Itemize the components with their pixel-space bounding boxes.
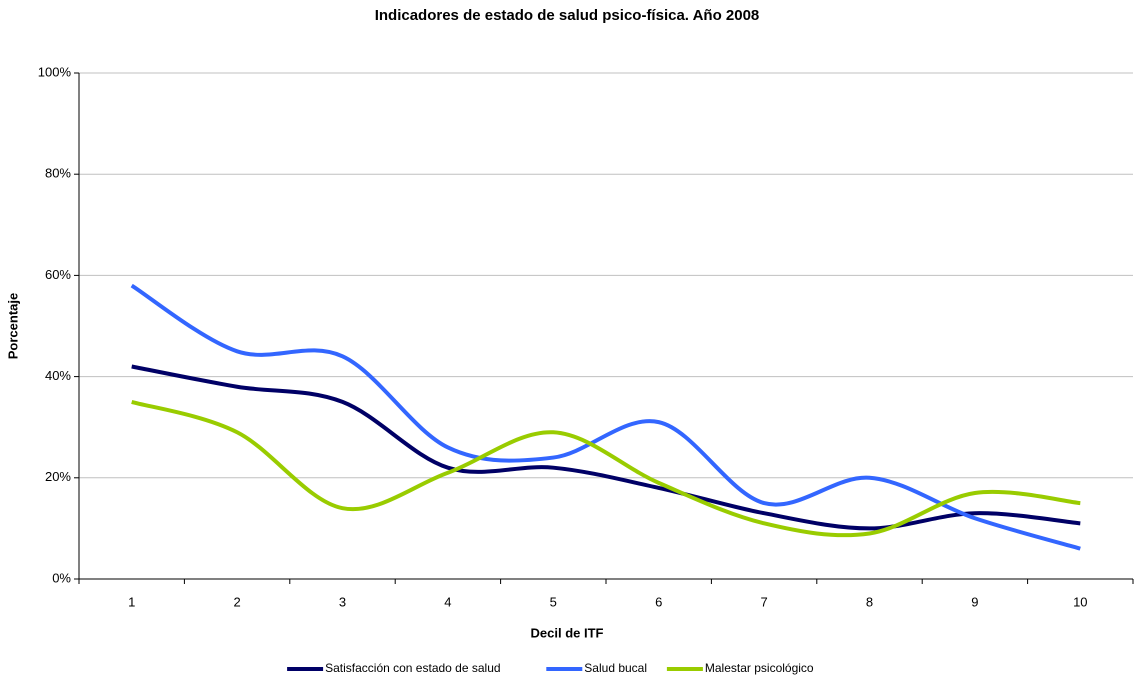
x-axis-title: Decil de ITF: [531, 625, 604, 640]
series-line: [131, 399, 1081, 538]
x-tick-label: 2: [233, 594, 240, 609]
chart-title: Indicadores de estado de salud psico-fís…: [375, 7, 760, 24]
x-tick-label: 10: [1073, 594, 1087, 609]
x-tick-label: 9: [971, 594, 978, 609]
y-tick-label: 80%: [45, 166, 71, 181]
x-tick-label: 8: [866, 594, 873, 609]
series-line: [130, 283, 1081, 551]
y-tick-label: 20%: [45, 469, 71, 484]
legend-label: Salud bucal: [584, 661, 647, 675]
x-tick-label: 1: [128, 594, 135, 609]
y-tick-label: 60%: [45, 267, 71, 282]
legend-label: Satisfacción con estado de salud: [325, 661, 500, 675]
x-tick-label: 3: [339, 594, 346, 609]
y-axis-title: Porcentaje: [5, 293, 20, 359]
x-tick-label: 6: [655, 594, 662, 609]
x-tick-label: 7: [760, 594, 767, 609]
x-tick-label: 5: [550, 594, 557, 609]
y-tick-label: 40%: [45, 368, 71, 383]
y-tick-label: 0%: [52, 570, 71, 585]
series-line: [131, 364, 1081, 531]
x-tick-label: 4: [444, 594, 451, 609]
y-tick-label: 100%: [38, 64, 72, 79]
legend-label: Malestar psicológico: [705, 661, 814, 675]
